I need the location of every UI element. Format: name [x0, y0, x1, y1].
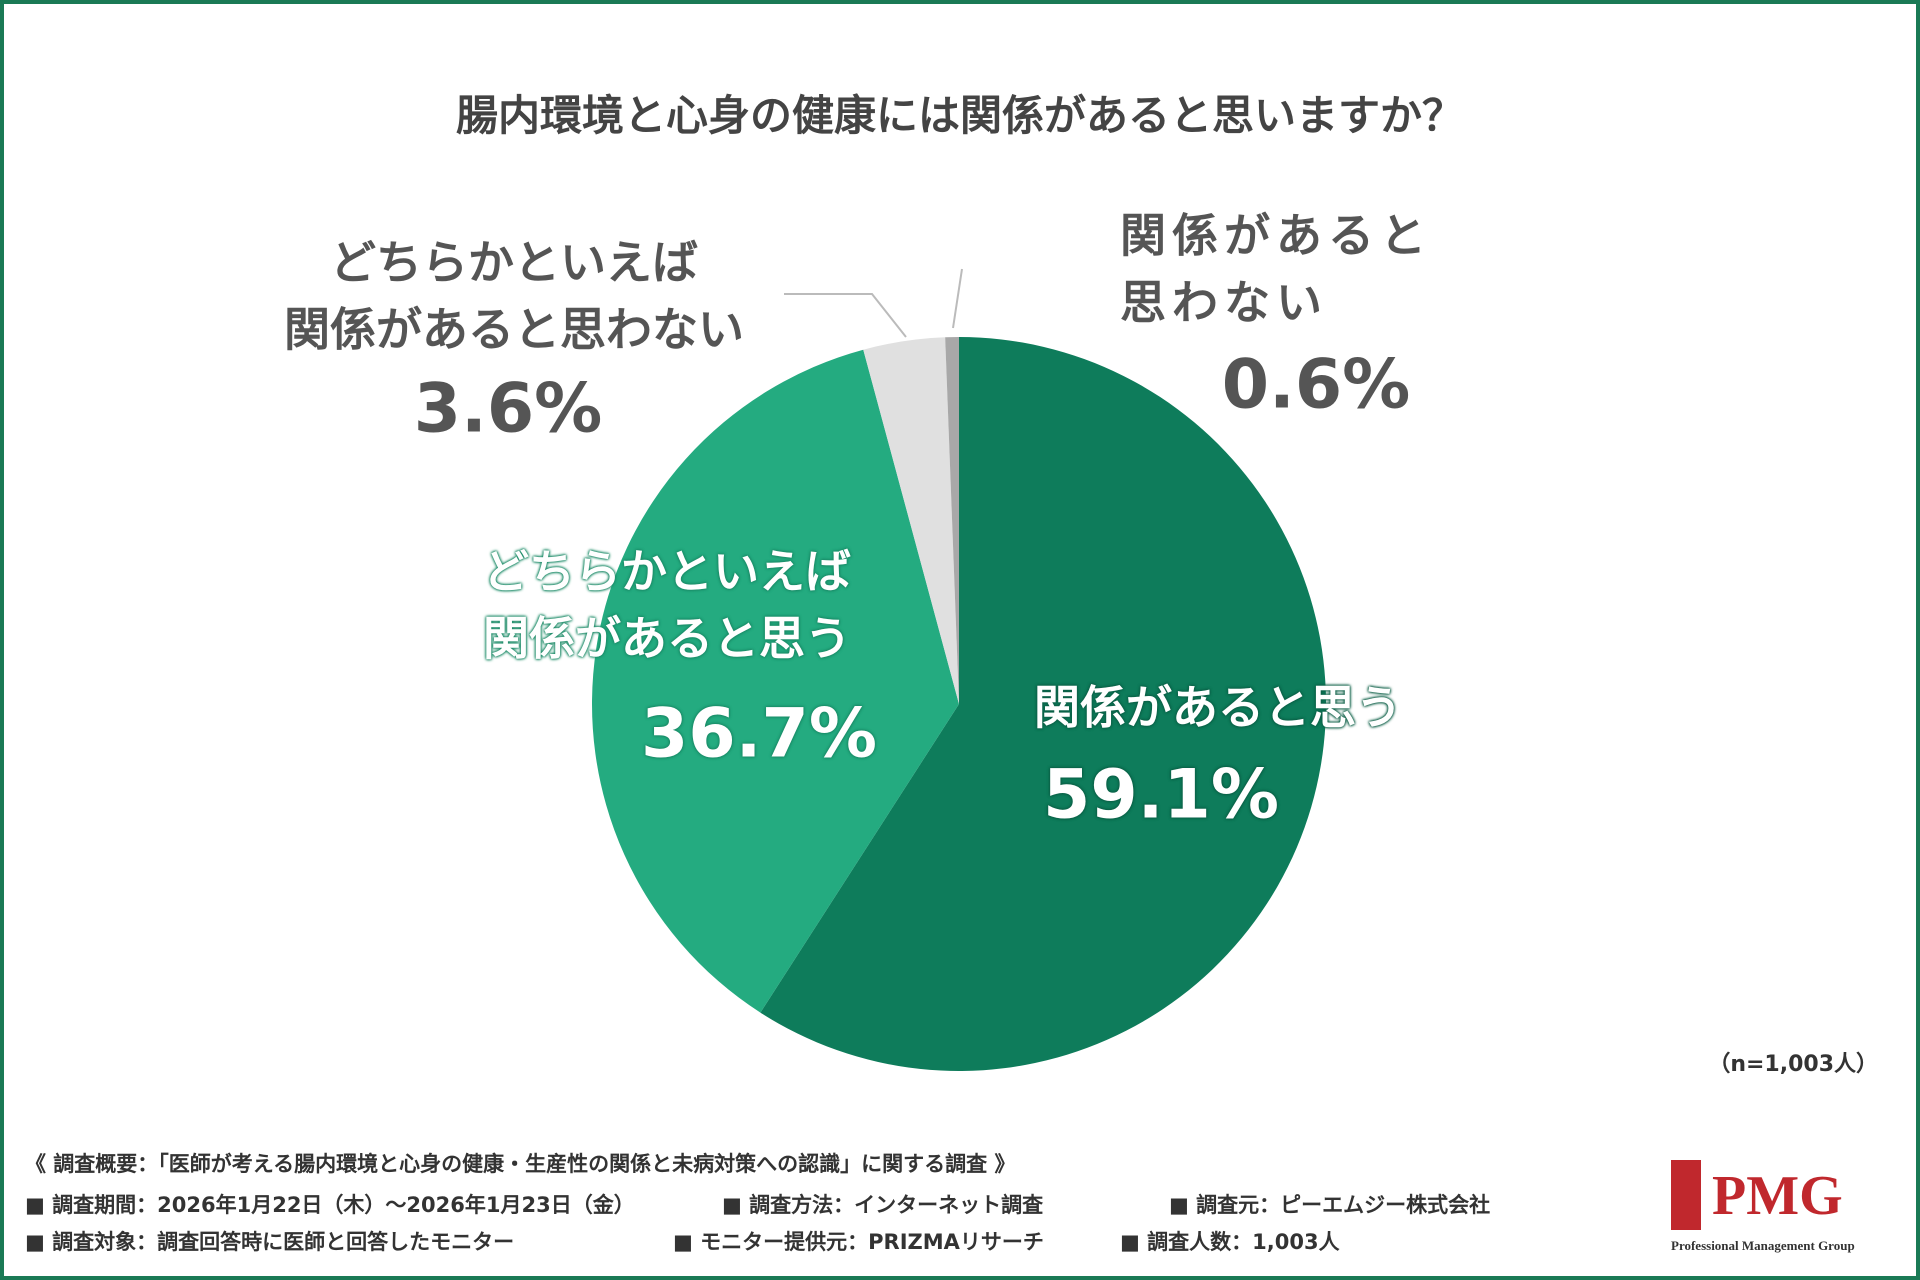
pie-slice: [945, 337, 959, 704]
footer-item: ■ 調査期間：2026年1月22日（木）～2026年1月23日（金）: [25, 1193, 635, 1217]
footer-item: ■ 調査方法：インターネット調査: [722, 1193, 1044, 1217]
value-label: 36.7%: [641, 694, 877, 774]
logo-tagline: Professional Management Group: [1671, 1238, 1855, 1253]
survey-summary: 《 調査概要：「医師が考える腸内環境と心身の健康・生産性の関係と未病対策への認識…: [25, 1152, 1016, 1176]
category-label: どちらかといえば 関係があると思う: [483, 544, 851, 665]
chart-title: 腸内環境と心身の健康には関係があると思いますか？: [455, 91, 1464, 140]
sample-note: （n=1,003人）: [1708, 1052, 1878, 1077]
category-label: どちらかといえば 関係があると思わない: [284, 235, 744, 356]
category-label: 関係があると思う: [1034, 680, 1402, 735]
logo-icon: [1671, 1160, 1701, 1230]
footer-item: ■ モニター提供元：PRIZMAリサーチ: [673, 1230, 1044, 1254]
pie-slice: [760, 337, 1327, 1071]
pie-slice: [863, 337, 959, 704]
footer-item: ■ 調査人数：1,003人: [1120, 1230, 1340, 1254]
leader-line: [784, 293, 907, 338]
value-label: 59.1%: [1043, 755, 1279, 835]
category-label: 関係があると 思わない: [1120, 208, 1432, 329]
value-label: 0.6%: [1221, 345, 1411, 425]
footer-item: ■ 調査対象：調査回答時に医師と回答したモニター: [25, 1230, 515, 1254]
leader-line: [952, 268, 963, 329]
pie-slice: [592, 349, 959, 1013]
footer-item: ■ 調査元：ピーエムジー株式会社: [1169, 1193, 1491, 1217]
value-label: 3.6%: [413, 369, 603, 449]
logo: PMG: [1712, 1165, 1843, 1227]
